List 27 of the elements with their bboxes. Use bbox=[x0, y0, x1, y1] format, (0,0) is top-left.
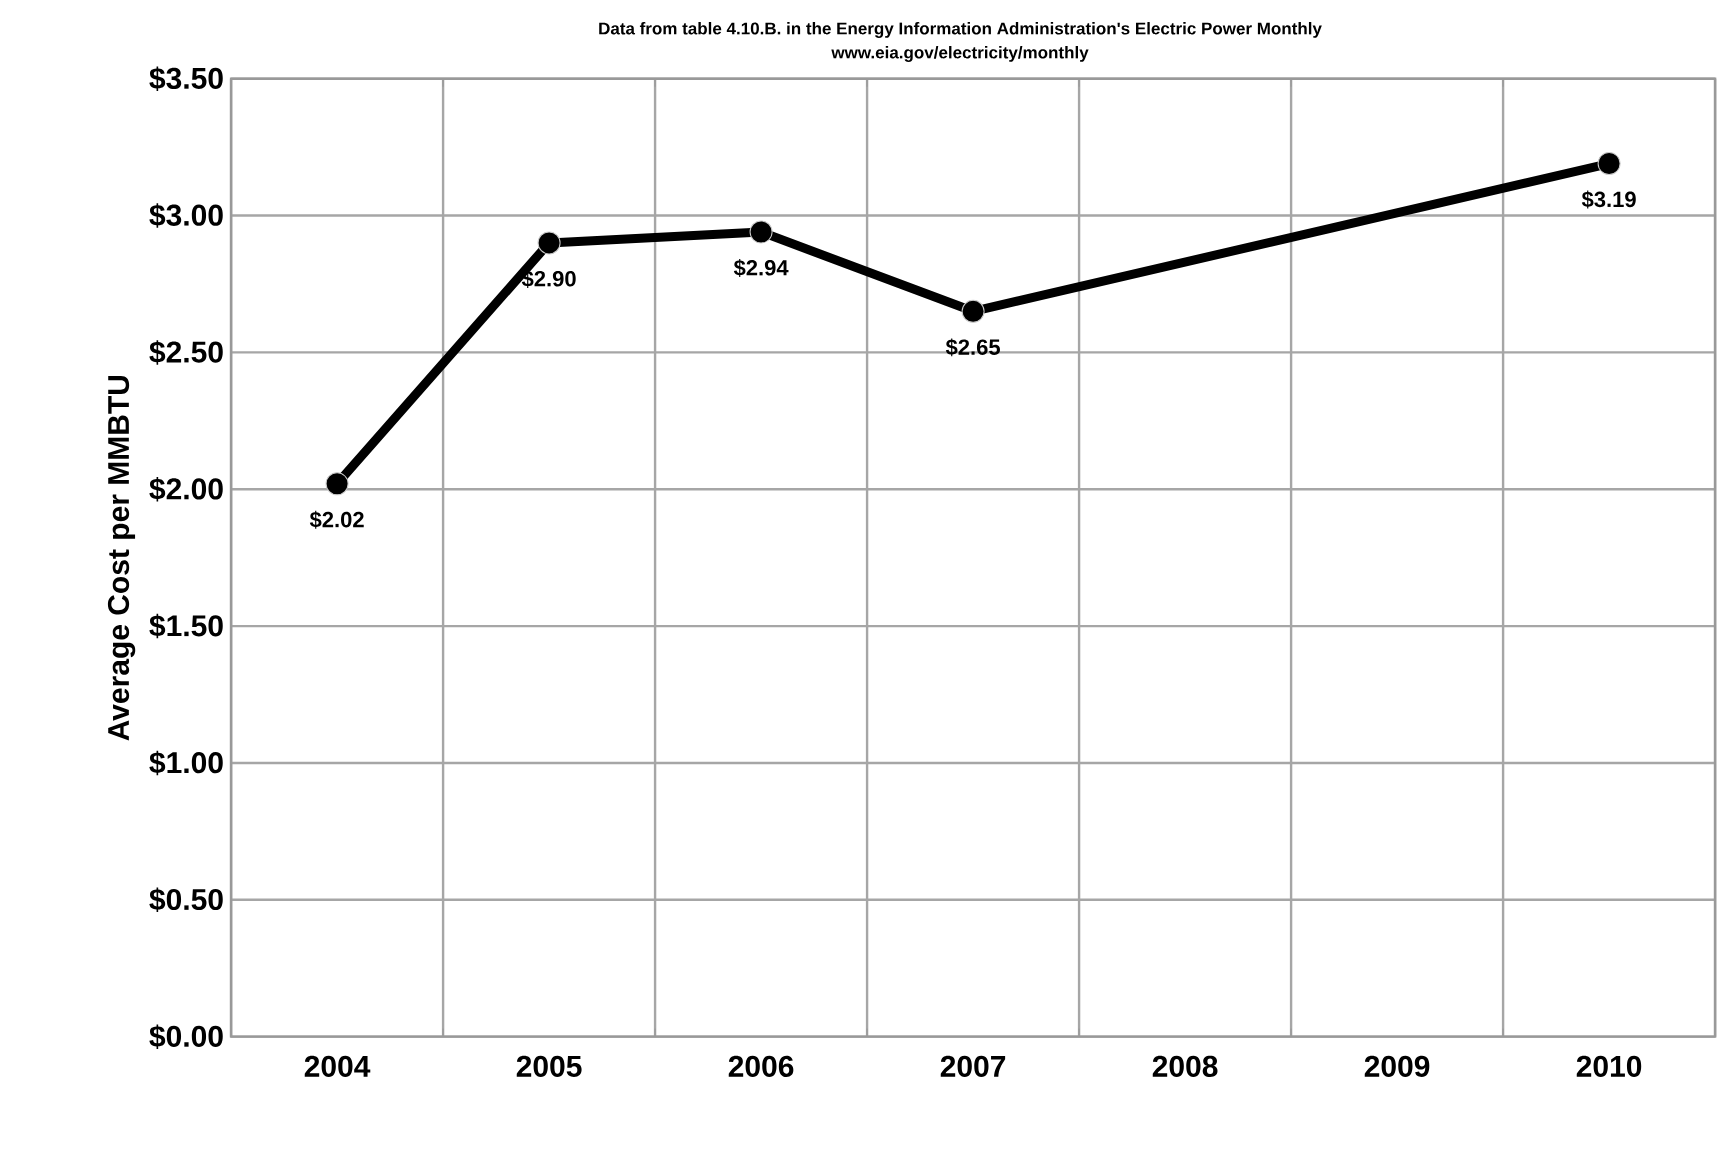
y-axis-title: Average Cost per MMBTU bbox=[107, 375, 136, 741]
y-tick-label: $1.50 bbox=[149, 613, 223, 639]
data-label: $2.65 bbox=[945, 338, 1000, 357]
x-tick-label: 2005 bbox=[516, 1055, 582, 1077]
y-tick-label: $2.50 bbox=[149, 340, 223, 365]
data-label: $2.02 bbox=[309, 510, 364, 529]
chart-subtitle: www.eia.gov/electricity/monthly bbox=[831, 46, 1089, 62]
x-tick-label: 2008 bbox=[1152, 1055, 1218, 1077]
point bbox=[961, 299, 985, 323]
chart-title: Data from table 4.10.B. in the Energy Information Administration's Electric Power Monthly bbox=[599, 22, 1322, 38]
data-label: $3.19 bbox=[1581, 190, 1636, 209]
point bbox=[1597, 152, 1621, 176]
data-label: $2.94 bbox=[733, 259, 789, 277]
y-tick-label: $0.50 bbox=[149, 887, 223, 913]
x-tick-label: 2009 bbox=[1364, 1055, 1430, 1077]
x-tick-label: 2010 bbox=[1576, 1055, 1642, 1077]
x-tick-label: 2004 bbox=[304, 1055, 371, 1077]
y-tick-label: $3.50 bbox=[149, 66, 223, 91]
point bbox=[749, 220, 773, 244]
y-tick-label: $2.00 bbox=[149, 476, 223, 502]
y-tick-label: $0.00 bbox=[149, 1024, 223, 1049]
y-tick-label: $3.00 bbox=[149, 203, 223, 228]
point bbox=[537, 231, 561, 255]
y-tick-label: $1.00 bbox=[149, 750, 223, 776]
x-tick-label: 2007 bbox=[940, 1055, 1006, 1077]
point bbox=[325, 472, 349, 496]
x-tick-label: 2006 bbox=[728, 1055, 794, 1077]
